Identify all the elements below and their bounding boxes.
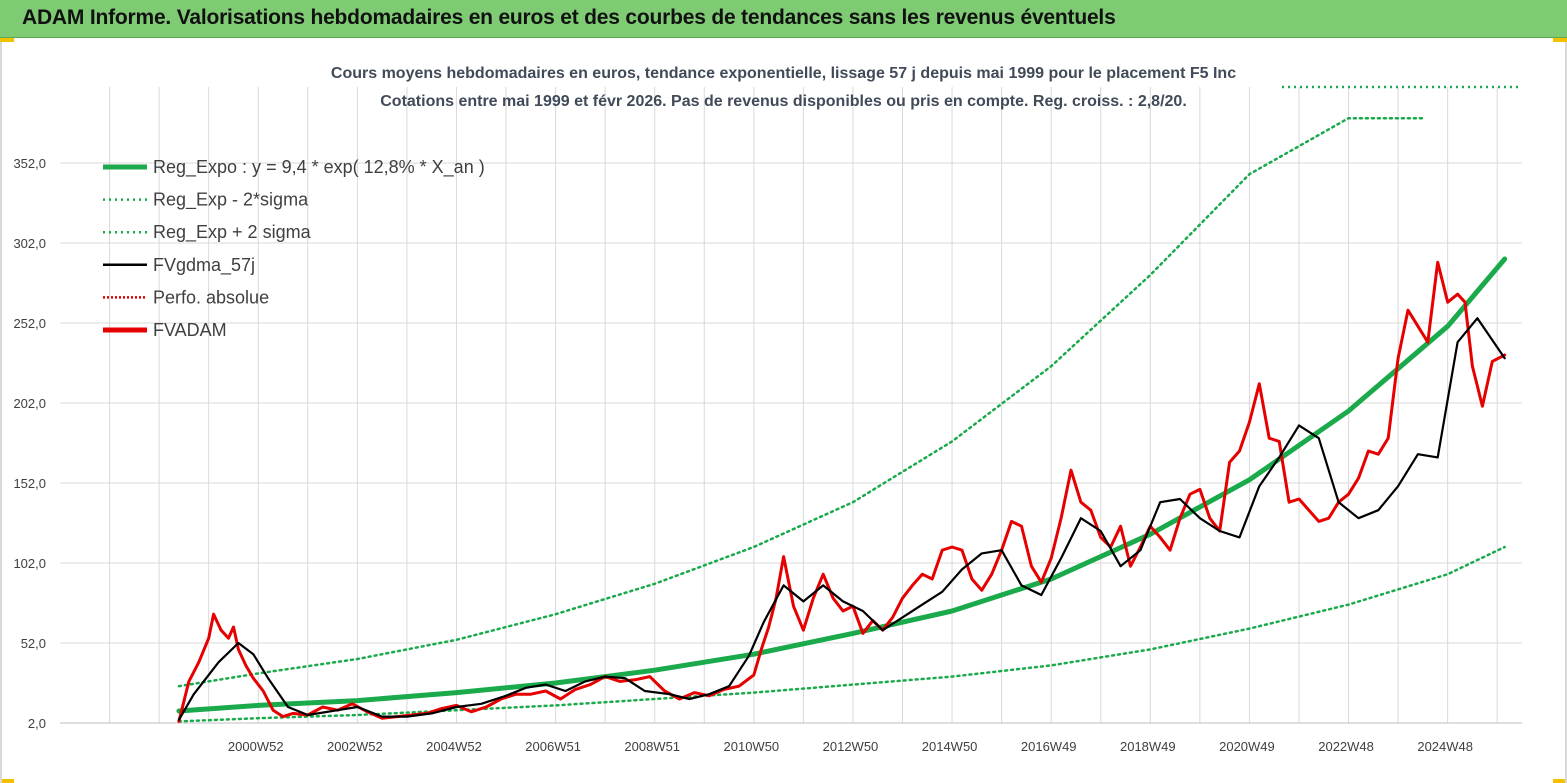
x-tick-label: 2004W52 xyxy=(426,739,482,754)
y-tick-label: 152,0 xyxy=(13,476,46,491)
corner-marker-top-right xyxy=(1553,38,1567,42)
series-line-fvadam xyxy=(177,260,1507,723)
x-tick-label: 2014W50 xyxy=(922,739,978,754)
chart-legend: Reg_Expo : y = 9,4 * exp( 12,8% * X_an )… xyxy=(103,157,485,340)
series-line-reg-exp-minus-2sigma xyxy=(177,545,1506,723)
legend-label: Reg_Exp + 2 sigma xyxy=(153,222,312,243)
corner-marker-bottom-left xyxy=(0,779,14,783)
x-tick-label: 2010W50 xyxy=(724,739,780,754)
y-tick-label: 2,0 xyxy=(28,716,46,731)
header-banner: ADAM Informe. Valorisations hebdomadaire… xyxy=(0,0,1567,38)
x-tick-label: 2022W48 xyxy=(1318,739,1374,754)
legend-label: Perfo. absolue xyxy=(153,287,269,307)
legend-label: FVgdma_57j xyxy=(153,255,255,276)
page-title: ADAM Informe. Valorisations hebdomadaire… xyxy=(22,6,1116,29)
x-tick-label: 2002W52 xyxy=(327,739,383,754)
chart-subtitle: Cotations entre mai 1999 et févr 2026. P… xyxy=(380,93,1187,110)
x-tick-label: 2008W51 xyxy=(624,739,680,754)
x-tick-label: 2012W50 xyxy=(823,739,879,754)
chart-series xyxy=(176,116,1508,723)
y-tick-label: 202,0 xyxy=(13,396,46,411)
y-tick-label: 52,0 xyxy=(21,636,46,651)
y-tick-label: 302,0 xyxy=(13,236,46,251)
y-tick-label: 252,0 xyxy=(13,316,46,331)
x-tick-label: 2024W48 xyxy=(1417,739,1473,754)
y-tick-label: 102,0 xyxy=(13,556,46,571)
x-tick-label: 2000W52 xyxy=(228,739,284,754)
x-tick-label: 2018W49 xyxy=(1120,739,1176,754)
legend-label: Reg_Exp - 2*sigma xyxy=(153,190,309,211)
chart-title: Cours moyens hebdomadaires en euros, ten… xyxy=(330,65,1237,82)
corner-marker-top-left xyxy=(0,38,14,42)
corner-marker-bottom-right xyxy=(1553,779,1567,783)
x-tick-label: 2020W49 xyxy=(1219,739,1275,754)
legend-label: Reg_Expo : y = 9,4 * exp( 12,8% * X_an ) xyxy=(153,157,485,178)
x-tick-label: 2016W49 xyxy=(1021,739,1077,754)
chart-grid xyxy=(60,87,1522,724)
chart-frame xyxy=(0,42,1567,783)
series-line-reg-expo xyxy=(176,256,1508,714)
y-tick-label: 352,0 xyxy=(13,156,46,171)
y-axis-ticks: 2,0 52,0 102,0 152,0 202,0 252,0 302,0 352,0 xyxy=(13,156,46,731)
series-line-fvgdma-57j xyxy=(177,317,1506,721)
x-axis-ticks: 2000W52 2002W52 2004W52 2006W51 2008W51 2010W… xyxy=(228,739,1473,754)
series-line-reg-exp-plus-2sigma xyxy=(177,116,1425,688)
legend-label: FVADAM xyxy=(153,320,227,340)
x-tick-label: 2006W51 xyxy=(525,739,581,754)
